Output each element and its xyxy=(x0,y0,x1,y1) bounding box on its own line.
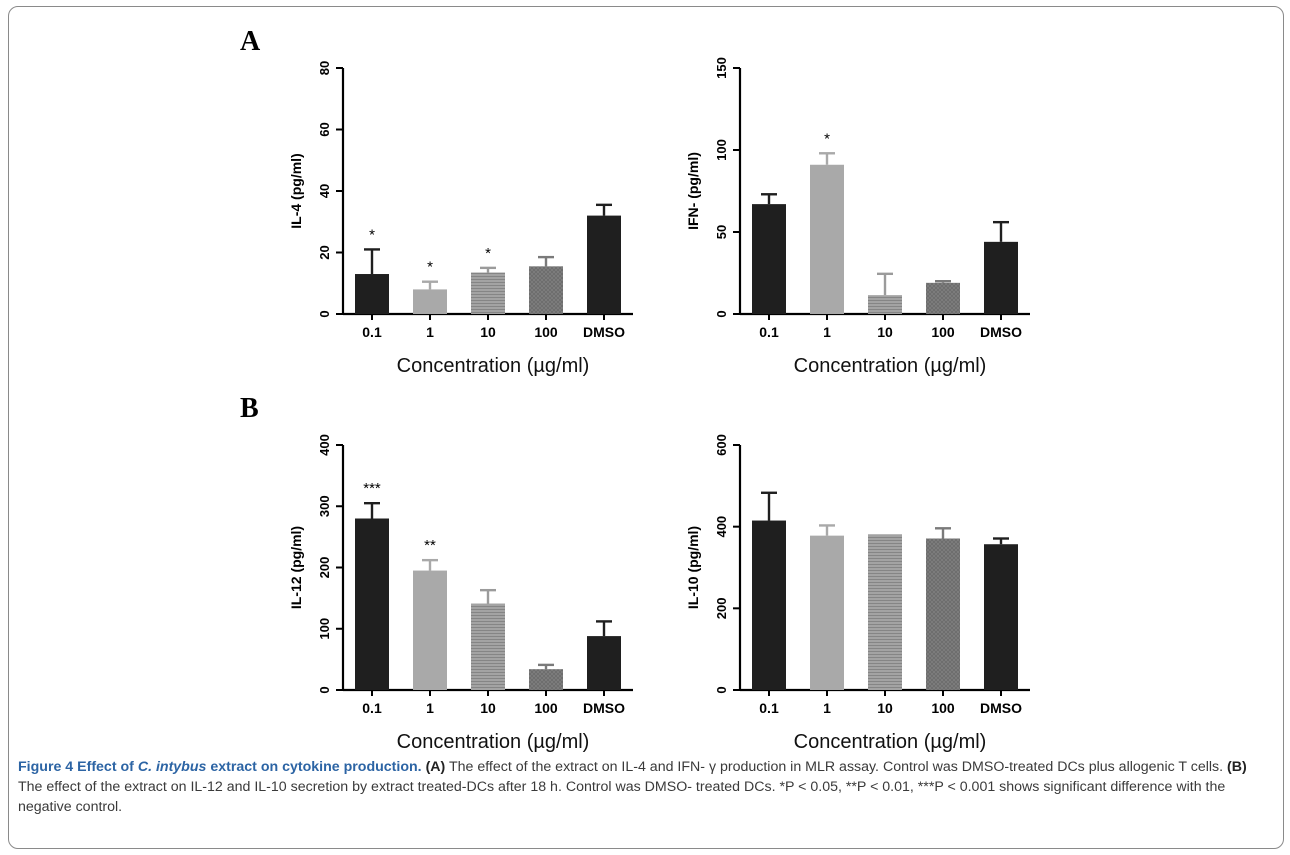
bar xyxy=(587,636,621,690)
bar xyxy=(471,603,505,690)
y-axis-label: IL-10 (pg/ml) xyxy=(685,526,701,609)
caption-text-b: The effect of the extract on IL-12 and I… xyxy=(18,779,1226,815)
bar xyxy=(752,520,786,690)
x-tick-label: 100 xyxy=(931,700,955,716)
significance-label: ** xyxy=(424,537,436,554)
y-tick-label: 200 xyxy=(317,557,332,579)
y-tick-label: 300 xyxy=(317,495,332,517)
significance-label: * xyxy=(369,226,375,243)
x-tick-label: 10 xyxy=(480,324,496,340)
bar xyxy=(471,272,505,314)
caption-label-b: (B) xyxy=(1227,759,1247,775)
y-tick-label: 100 xyxy=(714,139,729,161)
y-tick-label: 0 xyxy=(714,310,729,317)
bar xyxy=(926,282,960,314)
bar xyxy=(984,544,1018,690)
panel-label-a: A xyxy=(240,26,261,57)
x-tick-label: 100 xyxy=(534,700,558,716)
bar xyxy=(355,518,389,690)
bar xyxy=(810,535,844,690)
y-tick-label: 80 xyxy=(317,61,332,75)
x-axis-label: Concentration (µg/ml) xyxy=(397,355,590,377)
x-tick-label: DMSO xyxy=(980,700,1022,716)
x-axis-label: Concentration (µg/ml) xyxy=(397,731,590,753)
x-tick-label: 10 xyxy=(480,700,496,716)
bar xyxy=(355,274,389,314)
x-tick-label: 10 xyxy=(877,324,893,340)
bar xyxy=(529,266,563,314)
x-tick-label: DMSO xyxy=(583,700,625,716)
x-tick-label: 0.1 xyxy=(362,324,382,340)
y-tick-label: 50 xyxy=(714,225,729,239)
caption-title-prefix: Figure 4 Effect of xyxy=(18,759,138,775)
x-tick-label: 1 xyxy=(823,700,831,716)
figure-caption: Figure 4 Effect of C. intybus extract on… xyxy=(18,757,1273,817)
x-axis-label: Concentration (µg/ml) xyxy=(794,355,987,377)
x-tick-label: 1 xyxy=(426,324,434,340)
chart-1: 0 20 40 60 80 IL-4 (pg/ml) 0.1 * 1 * 10 * 100 DMSO Con… xyxy=(288,61,633,377)
bar xyxy=(984,241,1018,314)
x-tick-label: 100 xyxy=(931,324,955,340)
x-axis-label: Concentration (µg/ml) xyxy=(794,731,987,753)
caption-label-a: (A) xyxy=(425,759,446,775)
y-tick-label: 0 xyxy=(714,686,729,693)
y-axis-label: IL-4 (pg/ml) xyxy=(288,153,304,228)
x-tick-label: 1 xyxy=(823,324,831,340)
bar xyxy=(868,534,902,690)
bar xyxy=(587,215,621,314)
x-tick-label: DMSO xyxy=(583,324,625,340)
significance-label: * xyxy=(427,259,433,276)
caption-species: C. intybus xyxy=(137,759,207,775)
x-tick-label: DMSO xyxy=(980,324,1022,340)
significance-label: * xyxy=(824,130,830,147)
bar xyxy=(413,289,447,314)
x-tick-label: 0.1 xyxy=(759,324,779,340)
x-tick-label: 100 xyxy=(534,324,558,340)
chart-2: 0 50 100 150 IFN- (pg/ml) 0.1 1 * 10 100 DMSO Conce… xyxy=(685,57,1030,377)
y-axis-label: IL-12 (pg/ml) xyxy=(288,526,304,609)
y-tick-label: 40 xyxy=(317,184,332,198)
significance-label: *** xyxy=(363,480,381,497)
y-tick-label: 400 xyxy=(317,434,332,456)
y-axis-label: IFN- (pg/ml) xyxy=(685,152,701,230)
x-tick-label: 0.1 xyxy=(362,700,382,716)
caption-text-a: The effect of the extract on IL-4 and IF… xyxy=(445,759,1227,775)
x-tick-label: 1 xyxy=(426,700,434,716)
chart-3: 0 100 200 300 400 IL-12 (pg/ml) 0.1 *** 1 ** 10 100… xyxy=(288,434,633,753)
figure-frame xyxy=(8,6,1284,849)
bar xyxy=(529,669,563,690)
y-tick-label: 20 xyxy=(317,245,332,259)
y-tick-label: 0 xyxy=(317,686,332,693)
x-tick-label: 10 xyxy=(877,700,893,716)
y-tick-label: 60 xyxy=(317,122,332,136)
caption-title-suffix: extract on cytokine production. xyxy=(206,759,422,775)
bar xyxy=(926,538,960,690)
caption-title: Figure 4 Effect of C. intybus extract on… xyxy=(18,759,422,775)
x-tick-label: 0.1 xyxy=(759,700,779,716)
bar xyxy=(868,295,902,314)
bar xyxy=(810,164,844,314)
y-tick-label: 0 xyxy=(317,310,332,317)
y-tick-label: 400 xyxy=(714,516,729,538)
bar xyxy=(752,204,786,314)
chart-4: 0 200 400 600 IL-10 (pg/ml) 0.1 1 10 100 DMSO Conc… xyxy=(685,434,1030,753)
significance-label: * xyxy=(485,245,491,262)
y-tick-label: 150 xyxy=(714,57,729,79)
bar xyxy=(413,570,447,690)
panel-label-b: B xyxy=(240,393,259,424)
y-tick-label: 200 xyxy=(714,597,729,619)
y-tick-label: 100 xyxy=(317,618,332,640)
y-tick-label: 600 xyxy=(714,434,729,456)
